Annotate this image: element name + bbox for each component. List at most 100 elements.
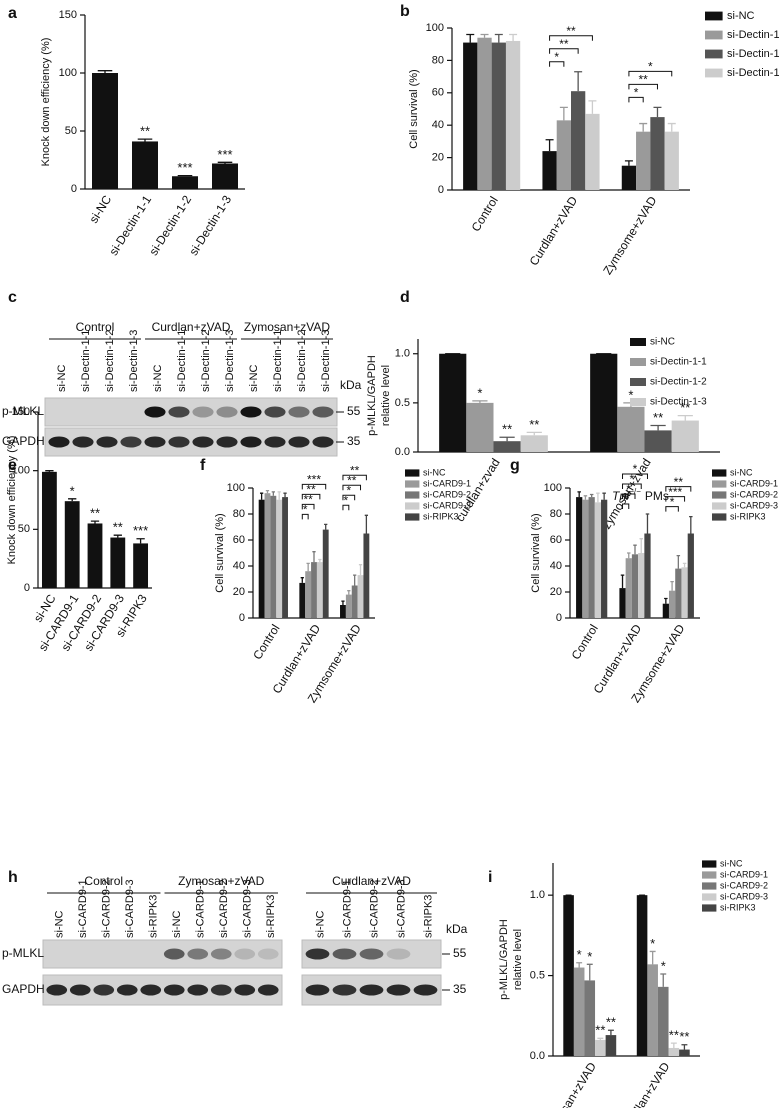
- bar: [340, 605, 346, 618]
- blot-band: [48, 436, 70, 448]
- significance-label: *: [477, 385, 482, 400]
- lane-label: si-CARD9-1: [77, 879, 89, 938]
- y-tick-label: 50: [18, 523, 30, 535]
- legend-swatch: [712, 480, 727, 488]
- bar: [505, 40, 521, 191]
- marker-label: 55: [453, 946, 467, 960]
- error-bar: [660, 973, 667, 987]
- error-bar: [589, 493, 594, 498]
- error-bar: [136, 538, 145, 544]
- error-bar: [627, 552, 631, 559]
- bar: [351, 585, 358, 618]
- error-bar: [312, 551, 316, 563]
- y-tick-label: 0: [24, 582, 30, 594]
- bar: [491, 42, 506, 190]
- error-bar: [45, 470, 54, 472]
- y-axis-label: p-MLKL/GAPDH: [498, 919, 510, 1000]
- blot-band: [332, 984, 357, 996]
- blot-band: [264, 406, 286, 418]
- significance-label: *: [661, 958, 666, 973]
- blot-band: [257, 948, 279, 960]
- y-axis-label: relative level: [512, 929, 524, 990]
- y-tick-label: 50: [65, 125, 77, 137]
- blot-band: [413, 984, 438, 996]
- significance-bracket: [622, 483, 642, 489]
- bar: [585, 113, 600, 190]
- x-tick-label: Curdlan+zVAD: [619, 1060, 673, 1108]
- error-bar: [217, 161, 233, 164]
- blot-band: [288, 406, 310, 418]
- significance-label: **: [639, 73, 649, 87]
- legend-swatch: [405, 513, 420, 521]
- bar: [647, 964, 658, 1056]
- blot-band: [72, 436, 94, 448]
- error-bar: [633, 544, 637, 555]
- blot-band: [216, 406, 238, 418]
- blot-strip: [44, 397, 338, 427]
- bar: [588, 497, 595, 618]
- error-bar: [559, 106, 568, 121]
- blot-band: [168, 436, 190, 448]
- error-bar: [620, 574, 625, 589]
- error-bar: [583, 495, 588, 500]
- legend-swatch: [712, 491, 727, 499]
- row-label: GAPDH: [2, 434, 45, 448]
- lane-label: si-CARD9-2: [101, 879, 113, 938]
- group-label: Curdlan+zVAD: [152, 320, 231, 334]
- blot-band: [216, 436, 238, 448]
- legend-label: si-CARD9-2: [720, 880, 768, 890]
- legend-swatch: [705, 49, 723, 59]
- legend-label: si-CARD9-1: [720, 869, 768, 879]
- blot-band: [163, 984, 185, 996]
- x-tick-label: si-NC: [86, 193, 114, 226]
- y-tick-label: 0.5: [395, 397, 410, 409]
- y-axis-label: Knock down efficiency (%): [40, 38, 52, 167]
- legend-label: si-Dectin-1-3: [727, 67, 779, 79]
- bar: [463, 42, 478, 190]
- x-tick-label: Zymosan+zVAD: [541, 1060, 599, 1108]
- error-bar: [300, 577, 304, 583]
- error-bar: [306, 562, 310, 572]
- error-bar: [639, 538, 643, 553]
- error-bar: [588, 100, 597, 114]
- y-tick-label: 100: [59, 67, 77, 79]
- bar: [657, 986, 669, 1056]
- group-label: Curdlan+zVAD: [332, 874, 411, 888]
- legend-label: si-Dectin-1-3: [650, 397, 707, 408]
- error-bar: [602, 492, 606, 500]
- significance-label: *: [633, 462, 638, 476]
- bar: [92, 73, 118, 189]
- panel-letter: i: [488, 869, 492, 886]
- bar: [601, 499, 608, 618]
- legend-swatch: [702, 893, 717, 901]
- lane-label: si-Dectin-1-2: [296, 330, 308, 392]
- lane-label: si-CARD9-3: [395, 879, 407, 938]
- significance-bracket: [628, 83, 658, 90]
- group-label: Zymosan+zVAD: [178, 874, 264, 888]
- legend-label: si-NC: [720, 858, 743, 868]
- significance-label: **: [679, 1029, 689, 1044]
- significance-label: **: [347, 473, 357, 487]
- blot-band: [288, 436, 310, 448]
- y-tick-label: 20: [233, 586, 245, 598]
- error-bar: [494, 33, 503, 43]
- y-tick-label: 60: [432, 87, 444, 99]
- blot-band: [305, 984, 330, 996]
- blot-band: [359, 984, 384, 996]
- legend-swatch: [405, 502, 420, 510]
- panel-letter: c: [8, 289, 17, 306]
- lane-label: si-NC: [171, 910, 183, 938]
- lane-label: si-CARD9-3: [242, 879, 254, 938]
- bar: [64, 501, 80, 588]
- error-bar: [466, 33, 475, 43]
- y-tick-label: 1.0: [395, 348, 410, 360]
- significance-label: **: [566, 24, 576, 38]
- lane-label: si-Dectin-1-1: [80, 330, 92, 392]
- significance-label: *: [648, 60, 653, 74]
- significance-label: ***: [177, 160, 192, 175]
- significance-label: **: [306, 483, 316, 497]
- error-bar: [676, 554, 681, 569]
- bar: [477, 37, 492, 190]
- y-tick-label: 40: [432, 119, 444, 131]
- blot-band: [359, 948, 384, 960]
